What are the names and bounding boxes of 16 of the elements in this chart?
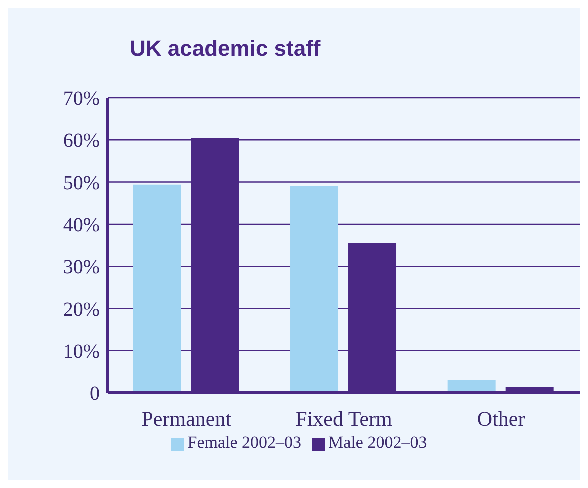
- bar: [290, 186, 339, 393]
- x-tick-label: Permanent: [142, 406, 232, 431]
- y-tick-label: 60%: [63, 130, 100, 152]
- y-tick-label: 10%: [63, 340, 100, 363]
- x-tick-label: Fixed Term: [296, 406, 392, 431]
- y-tick-label: 70%: [63, 88, 100, 110]
- x-tick-label: Other: [477, 406, 526, 431]
- y-tick-label: 50%: [63, 172, 100, 194]
- y-tick-label: 40%: [63, 214, 100, 237]
- chart-title: UK academic staff: [130, 36, 321, 62]
- legend-label: Female 2002–03: [188, 433, 302, 452]
- y-tick-label: 30%: [63, 256, 100, 279]
- y-tick-label: 0: [90, 383, 100, 406]
- bar: [133, 184, 182, 393]
- y-tick-label: 20%: [63, 298, 100, 321]
- legend-label: Male 2002–03: [328, 433, 428, 452]
